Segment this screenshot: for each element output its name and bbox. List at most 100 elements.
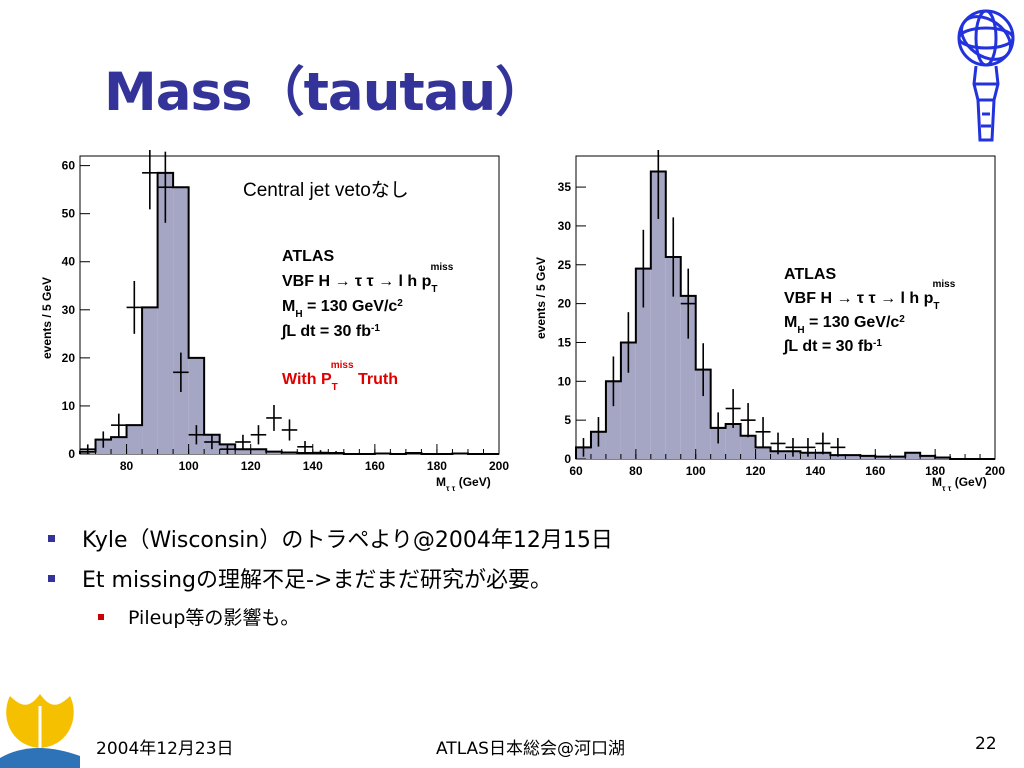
histogram-bar: [680, 295, 696, 459]
y-tick-label: 35: [558, 180, 572, 194]
data-point: [95, 431, 112, 448]
data-point: [328, 451, 344, 454]
histogram-bar: [920, 455, 936, 459]
data-point: [650, 150, 666, 219]
bullet-1: Kyle（Wisconsin）のトラペより@2004年12月15日: [82, 528, 613, 553]
histogram-bar: [620, 342, 636, 459]
data-point: [80, 444, 96, 454]
x-tick-label: 120: [746, 464, 766, 478]
y-tick-label: 25: [558, 258, 572, 272]
data-point: [111, 413, 127, 437]
y-tick-label: 50: [62, 207, 76, 221]
y-tick-label: 40: [62, 255, 76, 269]
x-tick-label: 180: [427, 459, 447, 473]
y-tick-label: 0: [68, 447, 75, 461]
data-point: [800, 438, 816, 457]
veto-annotation: Central jet vetoなし: [243, 180, 409, 201]
histogram-bar: [890, 456, 906, 459]
data-point: [219, 444, 236, 454]
histogram-bar: [173, 187, 189, 454]
sub-bullet-1: Pileup等の影響も。: [128, 607, 300, 629]
chart-right: 60 80 100 120 140 160 180 200 0 5 10 15 20 25 30 35 eve…: [534, 150, 1005, 493]
atlas-legend-right: ATLAS VBF H → τ τ → l h pTmiss MH = 130 …: [782, 266, 956, 355]
x-tick-label: 80: [120, 459, 134, 473]
data-point: [157, 151, 174, 223]
histogram-bar: [740, 435, 756, 459]
histogram-bar: [111, 437, 127, 454]
chart-left: 80 100 120 140 160 180 200 0 10 20 30 40 50 60 events…: [40, 150, 509, 493]
x-tick-label: 100: [179, 459, 199, 473]
data-point: [620, 312, 636, 373]
histogram-bar: [235, 449, 251, 454]
data-point: [710, 412, 726, 444]
data-point: [250, 425, 267, 445]
data-point: [266, 404, 282, 431]
data-point: [770, 432, 786, 455]
data-point: [830, 438, 846, 457]
legend-truth: With PTmiss Truth: [282, 360, 398, 393]
y-tick-label: 20: [62, 351, 76, 365]
atlas-logo-icon: [957, 9, 1015, 142]
legend-lumi: ∫L dt = 30 fb-1: [782, 338, 882, 356]
ginkgo-logo-icon: [0, 694, 80, 768]
histogram-bar: [770, 451, 786, 459]
data-point: [785, 438, 801, 457]
bullet-square-icon: [48, 535, 55, 542]
data-point: [665, 217, 681, 297]
histogram-bar: [250, 449, 267, 454]
data-point: [173, 352, 189, 392]
y-tick-label: 30: [62, 303, 76, 317]
histogram-bar: [157, 172, 174, 455]
x-tick-label: 160: [865, 464, 885, 478]
x-tick-label: 100: [686, 464, 706, 478]
legend-vbf: VBF H → τ τ → l h pTmiss: [784, 279, 956, 312]
x-tick-label: 200: [489, 459, 509, 473]
x-axis-label: Mτ τ (GeV): [436, 475, 491, 493]
legend-atlas: ATLAS: [784, 266, 836, 283]
data-point: [590, 417, 606, 447]
data-point: [576, 438, 591, 457]
histogram-bar: [875, 456, 891, 459]
histogram-bar: [635, 268, 651, 459]
histogram-bar: [905, 452, 921, 459]
y-tick-label: 5: [564, 413, 571, 427]
data-point: [312, 450, 329, 454]
bullet-2: Et missingの理解不足->まだまだ研究が必要。: [82, 568, 552, 593]
y-tick-label: 10: [558, 374, 572, 388]
histogram-bar: [815, 452, 831, 459]
histogram-bar: [830, 455, 846, 459]
footer-date: 2004年12月23日: [96, 739, 234, 759]
page-number: 22: [975, 734, 997, 754]
y-tick-label: 15: [558, 335, 572, 349]
data-point: [281, 419, 298, 441]
legend-atlas: ATLAS: [282, 248, 334, 265]
legend-mass: MH = 130 GeV/c2: [784, 314, 905, 336]
data-point: [188, 425, 205, 445]
data-point: [695, 343, 711, 397]
x-tick-label: 160: [365, 459, 385, 473]
data-point: [725, 389, 741, 428]
histogram-bar: [725, 424, 741, 459]
data-point: [680, 268, 696, 339]
data-point: [605, 356, 621, 407]
data-point: [126, 280, 143, 334]
data-point: [142, 150, 158, 210]
y-tick-label: 20: [558, 297, 572, 311]
bullet-square-icon: [48, 575, 55, 582]
histogram-bar: [605, 381, 621, 459]
data-point: [635, 229, 651, 308]
legend-vbf: VBF H → τ τ → l h pTmiss: [282, 262, 454, 295]
legend-mass: MH = 130 GeV/c2: [282, 298, 403, 320]
sub-bullet-square-icon: [98, 614, 104, 620]
y-tick-label: 30: [558, 219, 572, 233]
data-point: [755, 417, 771, 447]
x-tick-label: 140: [805, 464, 825, 478]
x-tick-label: 120: [241, 459, 261, 473]
footer-venue: ATLAS日本総会@河口湖: [436, 739, 625, 759]
histogram-bar: [695, 369, 711, 459]
histogram-bar: [845, 455, 861, 459]
histogram-bar: [755, 447, 771, 459]
slide-title: Mass（tautau）: [104, 62, 548, 123]
x-axis-label: Mτ τ (GeV): [932, 475, 987, 493]
histogram-bar: [665, 257, 681, 459]
